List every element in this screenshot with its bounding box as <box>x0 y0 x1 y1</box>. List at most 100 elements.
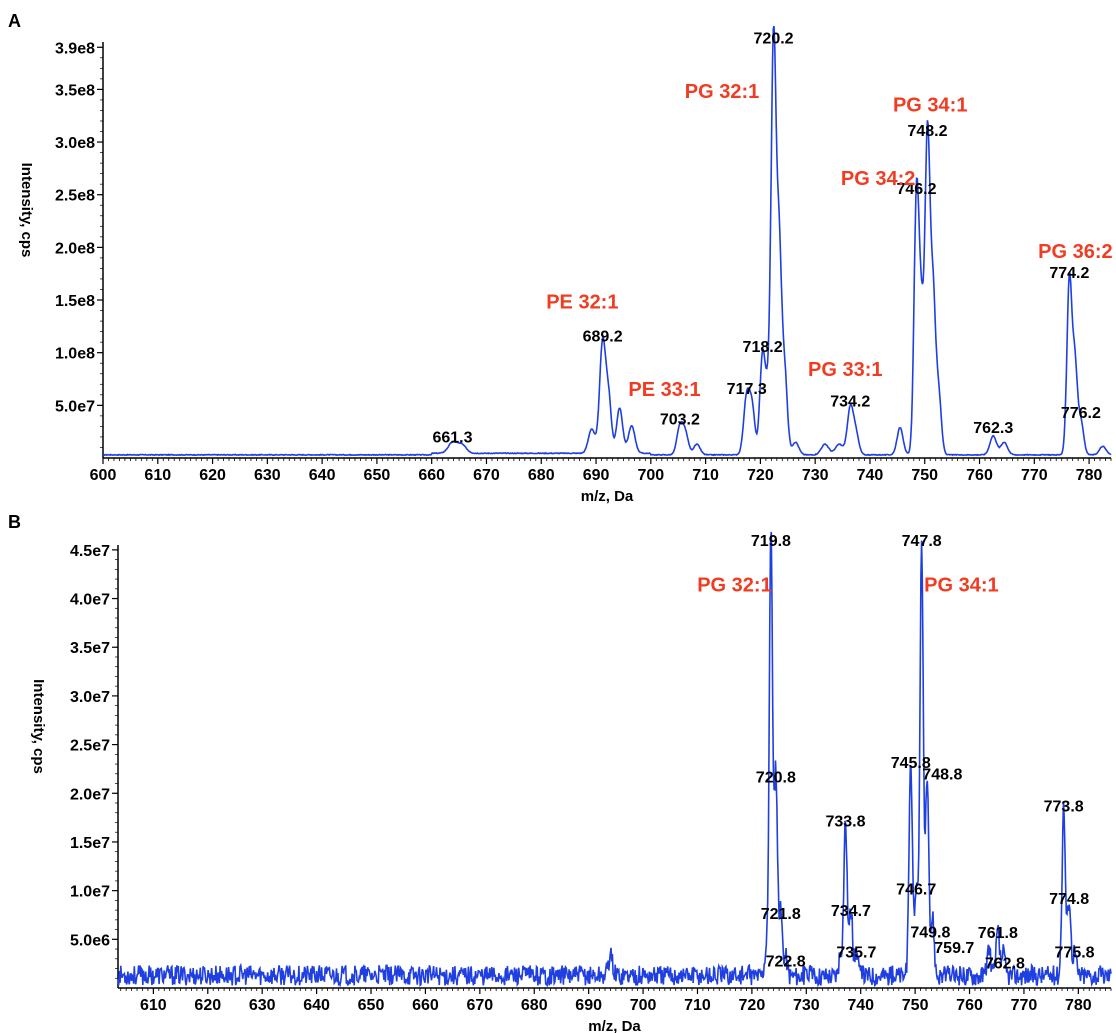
x-tick-label: 750 <box>902 997 929 1014</box>
lipid-label: PE 33:1 <box>628 379 700 401</box>
x-tick-label: 740 <box>847 997 874 1014</box>
x-tick-label: 680 <box>528 467 555 484</box>
y-tick-label: 3.5e8 <box>55 82 95 99</box>
peak-label: 746.2 <box>896 181 936 198</box>
x-tick-label: 690 <box>583 467 610 484</box>
peak-label: 718.2 <box>743 339 783 356</box>
x-tick-label: 730 <box>793 997 820 1014</box>
panel-b-lipid-labels: PG 32:1 PG 34:1 <box>697 575 998 597</box>
x-tick-label: 610 <box>144 467 171 484</box>
x-tick-label: 670 <box>473 467 500 484</box>
lipid-label: PE 32:1 <box>546 291 618 313</box>
panel-b-y-axis-title: Intensity, cps <box>30 679 47 774</box>
panel-a-y-axis-title: Intensity, cps <box>18 163 35 258</box>
y-tick-label: 3.5e7 <box>70 640 110 657</box>
lipid-label: PG 34:1 <box>924 575 998 597</box>
x-tick-label: 720 <box>747 467 774 484</box>
y-tick-label: 3.0e7 <box>70 689 110 706</box>
peak-label: 748.8 <box>922 767 962 784</box>
x-tick-label: 690 <box>575 997 602 1014</box>
y-tick-label: 1.5e7 <box>70 835 110 852</box>
x-tick-label: 650 <box>364 467 391 484</box>
peak-label: 735.7 <box>836 945 876 962</box>
y-tick-label: 4.5e7 <box>70 543 110 560</box>
panel-b-spectrum-line <box>117 531 1112 988</box>
x-tick-label: 740 <box>857 467 884 484</box>
peak-label: 762.8 <box>985 955 1025 972</box>
panel-b-peak-labels: 719.8 720.8 721.8 722.8 733.8 734.7 735.7 745.8… <box>751 533 1095 973</box>
x-tick-label: 720 <box>739 997 766 1014</box>
lipid-label: PG 33:1 <box>808 359 882 381</box>
panel-a-y-ticks: 5.0e7 1.0e8 1.5e8 2.0e8 2.5e8 3.0e8 3.5e8 3.9e8 <box>55 40 103 448</box>
peak-label: 734.7 <box>831 903 871 920</box>
x-tick-label: 630 <box>254 467 281 484</box>
y-tick-label: 3.0e8 <box>55 135 95 152</box>
peak-label: 776.2 <box>1061 405 1101 422</box>
peak-label: 733.8 <box>825 813 865 830</box>
panel-a-spectrum-line <box>103 25 1112 457</box>
peak-label: 774.2 <box>1049 265 1089 282</box>
panel-b-y-ticks: 5.0e6 1.0e7 1.5e7 2.0e7 2.5e7 3.0e7 3.5e7 4.0e7… <box>70 543 118 979</box>
peak-label: 661.3 <box>432 429 472 446</box>
x-tick-label: 680 <box>521 997 548 1014</box>
panel-b-x-axis-title: m/z, Da <box>588 1018 641 1033</box>
lipid-label: PG 34:2 <box>841 168 915 190</box>
x-tick-label: 640 <box>303 997 330 1014</box>
x-tick-label: 700 <box>630 997 657 1014</box>
peak-label: 749.8 <box>910 924 950 941</box>
x-tick-label: 780 <box>1076 467 1103 484</box>
y-tick-label: 2.5e8 <box>55 188 95 205</box>
x-tick-label: 640 <box>309 467 336 484</box>
panel-a-x-ticks: 600 610 620 630 640 650 660 670 680 690 700 710 720 7… <box>90 458 1112 484</box>
x-tick-label: 670 <box>466 997 493 1014</box>
peak-label: 775.8 <box>1055 945 1095 962</box>
peak-label: 734.2 <box>830 394 870 411</box>
x-tick-label: 780 <box>1065 997 1092 1014</box>
x-tick-label: 630 <box>249 997 276 1014</box>
y-tick-label: 1.5e8 <box>55 293 95 310</box>
panel-b-letter: B <box>8 512 21 532</box>
x-tick-label: 770 <box>1011 997 1038 1014</box>
x-tick-label: 650 <box>358 997 385 1014</box>
y-tick-label: 4.0e7 <box>70 592 110 609</box>
peak-label: 759.7 <box>934 940 974 957</box>
peak-label: 717.3 <box>727 381 767 398</box>
peak-label: 720.2 <box>754 30 794 47</box>
x-tick-label: 600 <box>90 467 117 484</box>
panel-a-lipid-labels: PE 32:1 PE 33:1 PG 32:1 PG 33:1 PG 34:2 PG 34… <box>546 81 1112 401</box>
y-tick-label: 3.9e8 <box>55 40 95 57</box>
y-tick-label: 1.0e7 <box>70 884 110 901</box>
lipid-label: PG 34:1 <box>893 95 967 117</box>
x-tick-label: 750 <box>911 467 938 484</box>
x-tick-label: 730 <box>802 467 829 484</box>
lipid-label: PG 32:1 <box>697 575 771 597</box>
x-tick-label: 660 <box>412 997 439 1014</box>
x-tick-label: 620 <box>194 997 221 1014</box>
x-tick-label: 660 <box>418 467 445 484</box>
peak-label: 761.8 <box>978 925 1018 942</box>
x-tick-label: 620 <box>199 467 226 484</box>
lipid-label: PG 36:2 <box>1038 241 1112 263</box>
peak-label: 747.8 <box>902 533 942 550</box>
y-tick-label: 1.0e8 <box>55 346 95 363</box>
peak-label: 719.8 <box>751 533 791 550</box>
y-tick-label: 2.0e8 <box>55 240 95 257</box>
peak-label: 748.2 <box>907 123 947 140</box>
panel-a-chart: A 600 610 620 630 640 650 660 670 680 690 700 710 72… <box>8 11 1113 505</box>
lipid-label: PG 32:1 <box>685 81 759 103</box>
x-tick-label: 760 <box>966 467 993 484</box>
x-tick-label: 700 <box>637 467 664 484</box>
x-tick-label: 710 <box>684 997 711 1014</box>
peak-label: 773.8 <box>1044 799 1084 816</box>
x-tick-label: 760 <box>956 997 983 1014</box>
panel-b-x-ticks: 610 620 630 640 650 660 670 680 690 700 710 720 730 7… <box>120 988 1112 1014</box>
panel-a-peak-labels: 661.3 689.2 703.2 717.3 718.2 720.2 734.2 746.2… <box>432 30 1100 446</box>
y-tick-label: 5.0e6 <box>70 932 110 949</box>
peak-label: 774.8 <box>1049 891 1089 908</box>
peak-label: 722.8 <box>766 953 806 970</box>
panel-a-x-axis-title: m/z, Da <box>581 488 634 505</box>
y-tick-label: 2.5e7 <box>70 738 110 755</box>
y-tick-label: 5.0e7 <box>55 398 95 415</box>
peak-label: 721.8 <box>761 906 801 923</box>
